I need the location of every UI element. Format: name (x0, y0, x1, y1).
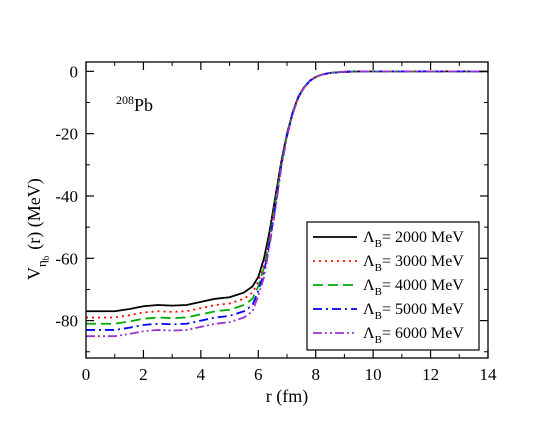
x-tick-label: 10 (365, 365, 382, 384)
legend-label-5: ΛB= 6000 MeV (363, 325, 464, 346)
legend: ΛB= 2000 MeV ΛB= 3000 MeV ΛB= 4000 MeV ΛB= … (306, 221, 480, 351)
y-tick-label: -80 (55, 312, 78, 331)
axes: 0 2 4 6 8 10 12 14 0 -20 -40 -60 -80 r (fm) Vηb(r) (Me… (24, 61, 498, 407)
y-tick-label: -20 (55, 125, 78, 144)
series-line-5 (86, 70, 488, 338)
x-tick-label: 8 (311, 365, 320, 384)
y-axis-label: Vηb(r) (MeV) (24, 178, 51, 280)
legend-label-2: ΛB= 3000 MeV (363, 253, 464, 274)
legend-box (306, 221, 480, 351)
x-tick-label: 2 (139, 365, 148, 384)
x-axis-label: r (fm) (266, 386, 308, 407)
x-tick-label: 0 (82, 365, 91, 384)
series-line-4 (86, 70, 488, 331)
y-tick-label: -60 (55, 249, 78, 268)
x-tick-label: 4 (197, 365, 206, 384)
x-tick-label: 12 (422, 365, 439, 384)
y-tick-label: 0 (70, 62, 79, 81)
legend-label-3: ΛB= 4000 MeV (363, 277, 464, 298)
x-tick-label: 14 (480, 365, 498, 384)
plot-area (86, 70, 488, 338)
legend-label-4: ΛB= 5000 MeV (363, 301, 464, 322)
legend-label-1: ΛB= 2000 MeV (363, 229, 464, 250)
nucleus-annotation: 208Pb (116, 93, 153, 115)
y-tick-label: -40 (55, 187, 78, 206)
x-tick-label: 6 (254, 365, 263, 384)
